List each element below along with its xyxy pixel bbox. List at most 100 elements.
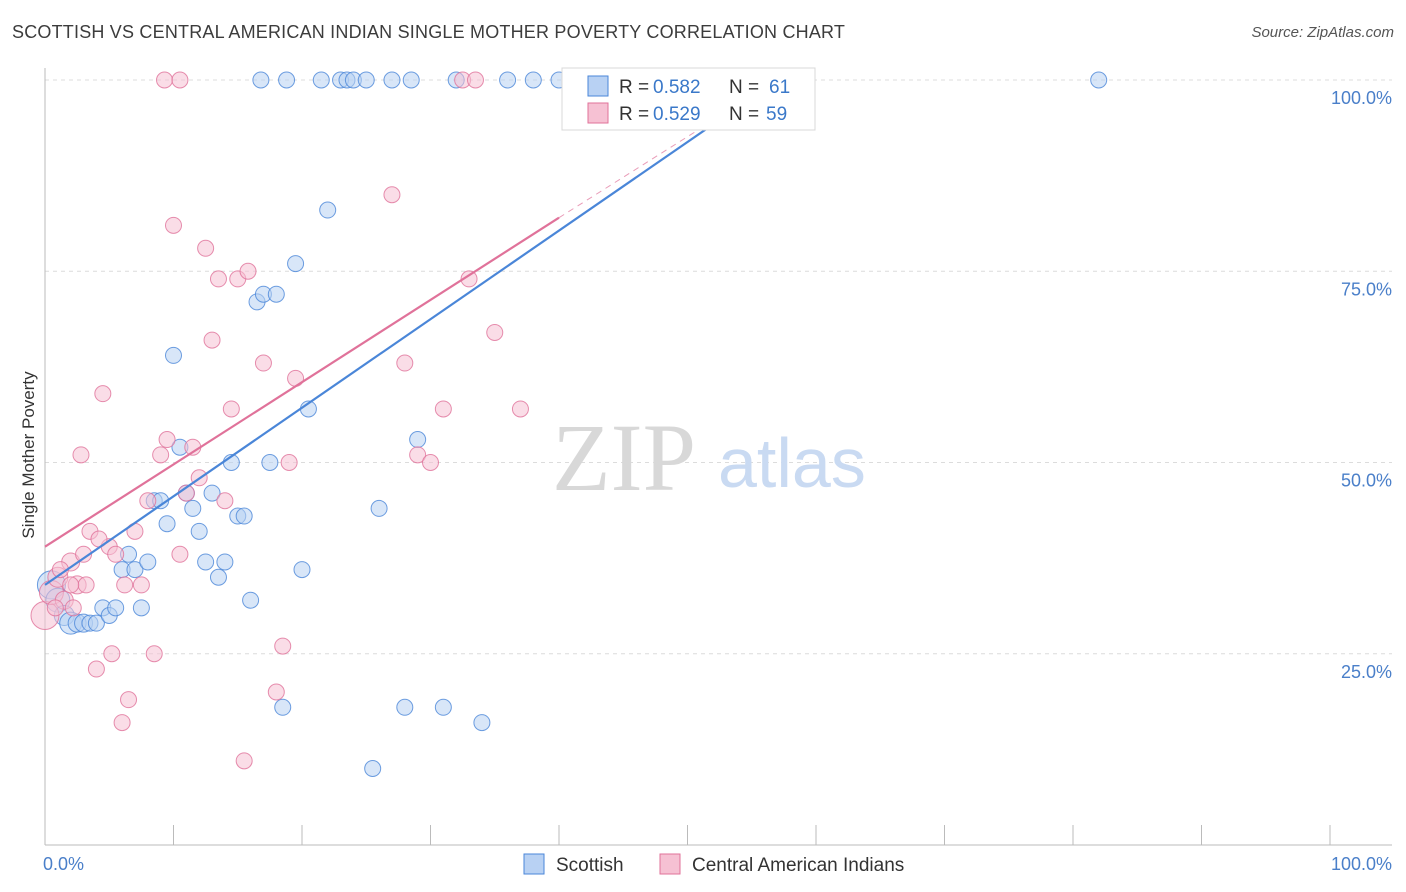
point-central-american-21 <box>171 545 189 563</box>
stats-n-label-central-american: N = <box>729 104 759 125</box>
point-scottish-59 <box>1090 71 1108 89</box>
series-legend: Scottish Central American Indians <box>523 853 904 876</box>
point-central-american-17 <box>145 645 163 663</box>
legend-swatch-scottish <box>523 853 545 875</box>
point-central-american-28 <box>216 492 234 510</box>
point-central-american-37 <box>239 262 257 280</box>
y-axis-title: Single Mother Poverty <box>19 371 38 539</box>
point-scottish-18 <box>158 515 176 533</box>
point-scottish-38 <box>293 561 311 579</box>
point-scottish-57 <box>252 71 270 89</box>
x-tick-labels: 0.0% 100.0% <box>43 854 1392 874</box>
point-scottish-40 <box>319 201 337 219</box>
point-central-american-16 <box>139 492 157 510</box>
trend-line-central-american <box>44 216 560 548</box>
point-scottish-37 <box>287 255 305 273</box>
point-central-american-12 <box>113 714 131 732</box>
point-scottish-22 <box>184 499 202 517</box>
point-central-american-27 <box>209 270 227 288</box>
point-central-american-40 <box>77 576 95 594</box>
stats-r-label-central-american: R = <box>619 104 649 125</box>
trend-lines <box>44 79 779 586</box>
point-central-american-15 <box>132 576 150 594</box>
y-tick-label-0: 25.0% <box>1341 662 1392 682</box>
point-central-american-18 <box>152 446 170 464</box>
point-scottish-15 <box>139 553 157 571</box>
y-tick-label-3: 100.0% <box>1331 88 1392 108</box>
y-tick-label-1: 50.0% <box>1341 471 1392 491</box>
y-tick-labels: 25.0% 50.0% 75.0% 100.0% <box>1331 88 1392 682</box>
watermark-atlas: atlas <box>718 424 866 502</box>
point-central-american-57 <box>46 599 64 617</box>
point-central-american-51 <box>156 71 174 89</box>
point-central-american-13 <box>120 691 138 709</box>
point-central-american-11 <box>107 545 125 563</box>
point-scottish-25 <box>203 484 221 502</box>
point-scottish-48 <box>396 698 414 716</box>
point-central-american-38 <box>72 446 90 464</box>
axes <box>44 68 1392 846</box>
point-scottish-50 <box>409 431 427 449</box>
grid-lines <box>45 79 1392 655</box>
point-scottish-26 <box>209 568 227 586</box>
point-scottish-58 <box>312 71 330 89</box>
stats-n-label-scottish: N = <box>729 77 759 98</box>
point-scottish-47 <box>383 71 401 89</box>
point-central-american-47 <box>434 400 452 418</box>
point-central-american-19 <box>158 431 176 449</box>
point-scottish-55 <box>524 71 542 89</box>
point-scottish-23 <box>190 522 208 540</box>
point-central-american-6 <box>75 545 93 563</box>
source-credit: Source: ZipAtlas.com <box>1251 24 1394 41</box>
point-central-american-44 <box>396 354 414 372</box>
stats-n-value-scottish: 61 <box>769 77 790 98</box>
point-scottish-34 <box>261 454 279 471</box>
watermark-zip: ZIP <box>552 404 696 511</box>
point-central-american-8 <box>87 660 105 678</box>
point-central-american-29 <box>222 400 240 418</box>
stats-n-value-central-american: 59 <box>766 104 787 125</box>
point-scottish-31 <box>242 591 260 609</box>
point-scottish-7 <box>87 614 105 632</box>
point-central-american-35 <box>280 454 298 471</box>
stats-r-value-central-american: 0.529 <box>653 104 701 125</box>
stats-legend: R = 0.582 N = 61 R = 0.529 N = 59 <box>561 67 816 131</box>
point-scottish-51 <box>434 698 452 716</box>
point-central-american-55 <box>64 599 82 617</box>
point-central-american-34 <box>274 637 292 655</box>
point-central-american-54 <box>466 71 484 89</box>
x-tick-label-0: 0.0% <box>43 854 84 874</box>
point-scottish-46 <box>370 499 388 517</box>
point-central-american-50 <box>511 400 529 418</box>
point-scottish-44 <box>357 71 375 89</box>
legend-label-central-american: Central American Indians <box>692 855 904 876</box>
legend-label-scottish: Scottish <box>556 855 624 876</box>
point-central-american-9 <box>94 385 112 403</box>
point-scottish-45 <box>364 760 382 777</box>
stats-swatch-scottish <box>587 75 609 97</box>
watermark: ZIP atlas <box>552 404 866 511</box>
point-central-american-20 <box>165 216 182 234</box>
point-central-american-58 <box>62 576 80 594</box>
x-tick-label-1: 100.0% <box>1331 854 1392 874</box>
point-scottish-49 <box>402 71 420 89</box>
point-central-american-41 <box>103 645 121 663</box>
chart-title: SCOTTISH VS CENTRAL AMERICAN INDIAN SING… <box>12 22 846 42</box>
point-central-american-45 <box>409 446 427 464</box>
point-scottish-24 <box>197 553 215 571</box>
point-scottish-10 <box>107 599 125 617</box>
point-central-american-32 <box>254 354 272 372</box>
stats-r-value-scottish: 0.582 <box>653 77 701 98</box>
point-central-american-31 <box>235 752 253 770</box>
stats-r-label-scottish: R = <box>619 77 649 98</box>
point-scottish-14 <box>132 599 150 617</box>
point-central-american-48 <box>460 270 478 288</box>
point-central-american-25 <box>197 239 215 257</box>
point-central-american-42 <box>116 576 134 594</box>
trend-line-scottish <box>44 79 779 586</box>
point-scottish-35 <box>267 285 285 303</box>
point-scottish-13 <box>126 561 144 579</box>
point-scottish-56 <box>278 71 296 89</box>
point-central-american-52 <box>171 71 189 89</box>
